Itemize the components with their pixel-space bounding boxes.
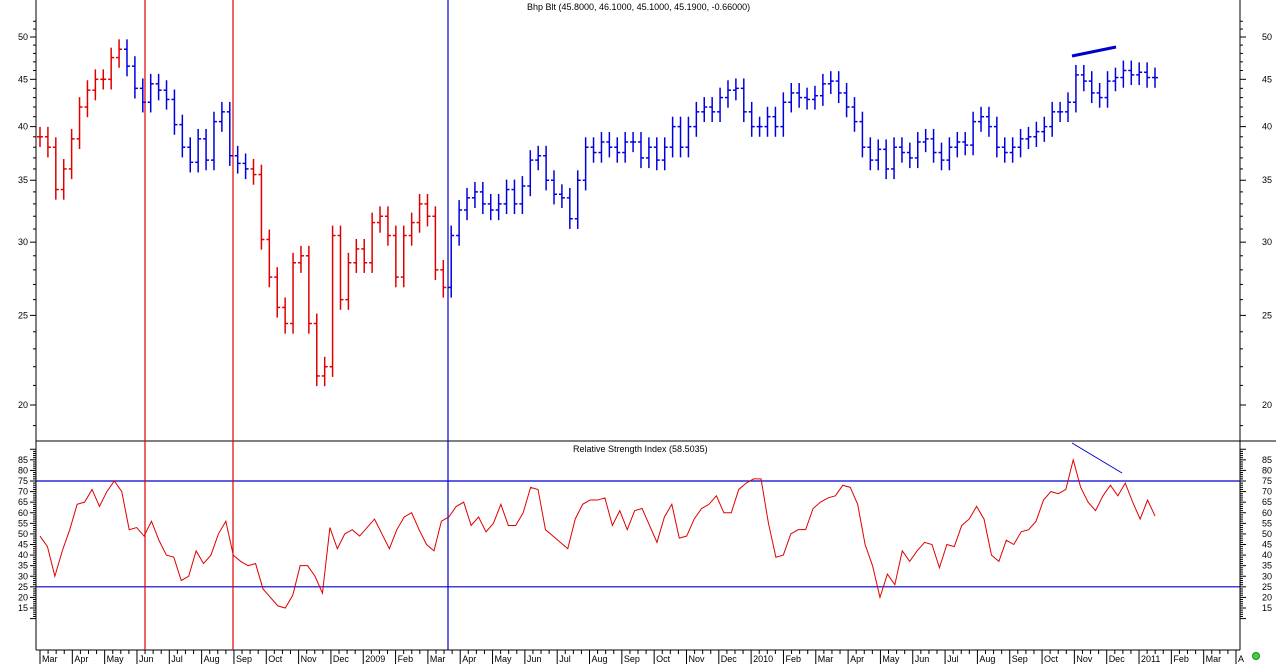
x-axis-label: Oct: [1044, 654, 1059, 664]
x-axis-label: 2011: [1141, 654, 1160, 664]
x-axis-label: Apr: [850, 654, 864, 664]
x-axis-label: Oct: [656, 654, 671, 664]
x-axis-label: May: [107, 654, 125, 664]
x-axis-label: Feb: [785, 654, 801, 664]
rsi-y-label-left: 30: [18, 571, 28, 581]
x-axis-label: Sep: [624, 654, 640, 664]
price-y-label-left: 50: [18, 32, 28, 42]
x-axis-label: A: [1238, 654, 1244, 664]
x-axis-label: Sep: [1012, 654, 1028, 664]
rsi-y-label-right: 55: [1262, 518, 1272, 528]
rsi-y-label-left: 70: [18, 487, 28, 497]
x-axis-label: Jul: [171, 654, 183, 664]
rsi-line: [39, 457, 1156, 609]
x-axis-label: Jul: [947, 654, 959, 664]
x-axis-label: May: [495, 654, 513, 664]
rsi-y-label-right: 80: [1262, 465, 1272, 475]
x-axis-label: May: [882, 654, 900, 664]
x-axis-label: Jun: [915, 654, 930, 664]
rsi-y-label-right: 35: [1262, 561, 1272, 571]
price-y-label-left: 30: [18, 237, 28, 247]
rsi-y-label-right: 20: [1262, 592, 1272, 602]
x-axis-label: 2010: [753, 654, 773, 664]
rsi-y-label-right: 75: [1262, 476, 1272, 486]
rsi-y-label-left: 15: [18, 603, 28, 613]
rsi-y-label-left: 25: [18, 582, 28, 592]
x-axis-label: Aug: [204, 654, 220, 664]
x-axis-label: Aug: [979, 654, 995, 664]
price-y-label-left: 45: [18, 74, 28, 84]
x-axis-label: Sep: [236, 654, 252, 664]
price-y-label-right: 35: [1262, 175, 1272, 185]
price-y-label-left: 35: [18, 175, 28, 185]
rsi-y-label-right: 45: [1262, 540, 1272, 550]
x-axis-label: Dec: [333, 654, 350, 664]
status-ok-icon: [1252, 652, 1260, 660]
x-axis-label: Nov: [688, 654, 705, 664]
rsi-y-label-right: 85: [1262, 455, 1272, 465]
x-axis-label: Feb: [398, 654, 414, 664]
x-axis-label: Apr: [74, 654, 88, 664]
price-chart-title: Bhp Blt (45.8000, 46.1000, 45.1000, 45.1…: [527, 2, 751, 12]
x-axis-label: Oct: [268, 654, 283, 664]
rsi-y-label-right: 25: [1262, 582, 1272, 592]
rsi-y-label-left: 20: [18, 592, 28, 602]
x-axis-label: 2009: [365, 654, 385, 664]
price-y-label-left: 20: [18, 400, 28, 410]
x-axis-label: Mar: [430, 654, 446, 664]
x-axis-label: Nov: [1076, 654, 1093, 664]
price-y-label-left: 40: [18, 122, 28, 132]
rsi-trendline: [1071, 442, 1123, 474]
rsi-y-label-left: 35: [18, 561, 28, 571]
x-axis-label: Nov: [301, 654, 318, 664]
rsi-y-label-right: 50: [1262, 529, 1272, 539]
price-y-label-right: 25: [1262, 310, 1272, 320]
rsi-y-label-right: 30: [1262, 571, 1272, 581]
x-axis-label: Dec: [721, 654, 738, 664]
rsi-y-label-left: 45: [18, 540, 28, 550]
x-axis-label: Jun: [527, 654, 542, 664]
price-y-label-right: 50: [1262, 32, 1272, 42]
rsi-y-label-right: 60: [1262, 508, 1272, 518]
rsi-y-label-left: 80: [18, 465, 28, 475]
x-axis-label: Mar: [42, 654, 58, 664]
rsi-y-label-left: 85: [18, 455, 28, 465]
rsi-y-label-left: 65: [18, 497, 28, 507]
x-axis-label: Feb: [1173, 654, 1189, 664]
price-y-label-left: 25: [18, 310, 28, 320]
price-y-label-right: 45: [1262, 74, 1272, 84]
rsi-y-label-left: 40: [18, 550, 28, 560]
x-axis-label: Jul: [559, 654, 571, 664]
x-axis-label: Mar: [818, 654, 834, 664]
x-axis-label: Jun: [139, 654, 154, 664]
x-axis-label: Mar: [1206, 654, 1222, 664]
rsi-y-label-right: 65: [1262, 497, 1272, 507]
rsi-y-label-left: 60: [18, 508, 28, 518]
price-y-label-right: 40: [1262, 122, 1272, 132]
rsi-y-label-left: 50: [18, 529, 28, 539]
x-axis-label: Apr: [462, 654, 476, 664]
x-axis-label: Dec: [1109, 654, 1126, 664]
rsi-y-label-right: 40: [1262, 550, 1272, 560]
rsi-y-label-left: 55: [18, 518, 28, 528]
rsi-y-label-left: 75: [18, 476, 28, 486]
rsi-y-label-right: 15: [1262, 603, 1272, 613]
x-axis-label: Aug: [592, 654, 608, 664]
rsi-y-label-right: 70: [1262, 487, 1272, 497]
price-trendline: [1071, 45, 1117, 58]
price-y-label-right: 20: [1262, 400, 1272, 410]
rsi-chart-title: Relative Strength Index (58.5035): [573, 444, 708, 454]
price-y-label-right: 30: [1262, 237, 1272, 247]
